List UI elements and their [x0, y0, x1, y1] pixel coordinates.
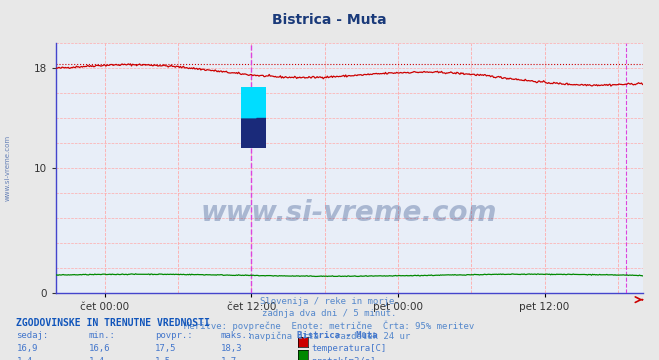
Text: temperatura[C]: temperatura[C] — [311, 344, 386, 353]
Bar — [241, 87, 253, 118]
Text: 1,4: 1,4 — [16, 357, 32, 360]
Text: Bistrica - Muta: Bistrica - Muta — [272, 13, 387, 27]
Text: navpična črta - razdelek 24 ur: navpična črta - razdelek 24 ur — [249, 332, 410, 341]
Text: 16,6: 16,6 — [89, 344, 111, 353]
Text: 16,9: 16,9 — [16, 344, 38, 353]
Text: 1,4: 1,4 — [89, 357, 105, 360]
Text: ZGODOVINSKE IN TRENUTNE VREDNOSTI: ZGODOVINSKE IN TRENUTNE VREDNOSTI — [16, 318, 210, 328]
Text: povpr.:: povpr.: — [155, 331, 192, 340]
Bar — [241, 118, 266, 148]
Text: maks.:: maks.: — [221, 331, 253, 340]
Text: 1,7: 1,7 — [221, 357, 237, 360]
Text: 1,5: 1,5 — [155, 357, 171, 360]
Text: Slovenija / reke in morje.: Slovenija / reke in morje. — [260, 297, 399, 306]
Text: 17,5: 17,5 — [155, 344, 177, 353]
Text: pretok[m3/s]: pretok[m3/s] — [311, 357, 376, 360]
Text: www.si-vreme.com: www.si-vreme.com — [5, 135, 11, 201]
Polygon shape — [241, 87, 266, 118]
Text: Meritve: povprečne  Enote: metrične  Črta: 95% meritev: Meritve: povprečne Enote: metrične Črta:… — [185, 320, 474, 330]
Text: 18,3: 18,3 — [221, 344, 243, 353]
Text: min.:: min.: — [89, 331, 116, 340]
Bar — [253, 87, 266, 118]
Text: sedaj:: sedaj: — [16, 331, 49, 340]
Text: Bistrica - Muta: Bistrica - Muta — [297, 331, 377, 340]
Text: www.si-vreme.com: www.si-vreme.com — [201, 199, 498, 227]
Text: zadnja dva dni / 5 minut.: zadnja dva dni / 5 minut. — [262, 309, 397, 318]
